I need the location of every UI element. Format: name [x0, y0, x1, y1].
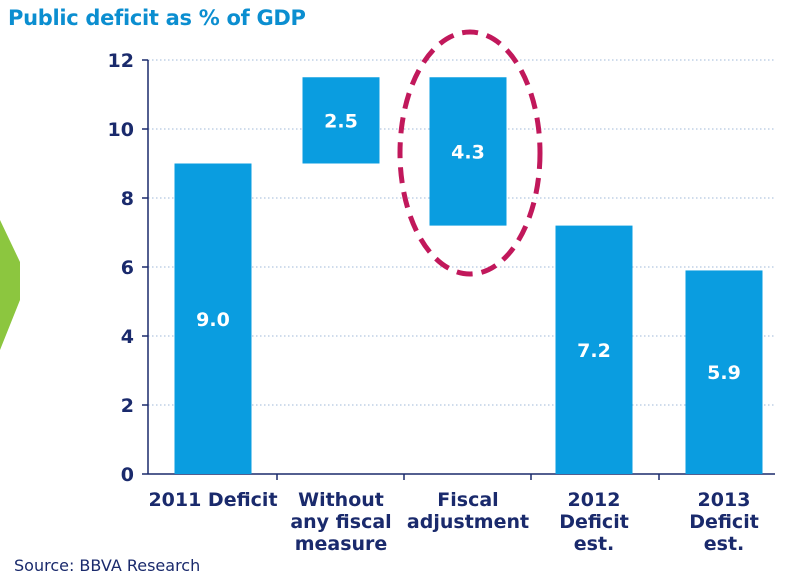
- x-category-label: 2013 Deficit est.: [689, 489, 759, 555]
- y-tick-label: 4: [121, 326, 134, 348]
- bar: [429, 77, 507, 226]
- y-tick-label: 12: [108, 50, 134, 72]
- y-tick-label: 6: [121, 257, 134, 279]
- bar-value-label: 7.2: [577, 340, 611, 362]
- x-category-label: Without any fiscal measure: [290, 489, 391, 555]
- bar-value-label: 9.0: [196, 309, 230, 331]
- x-category-label: 2011 Deficit: [148, 489, 277, 511]
- source-note: Source: BBVA Research: [14, 556, 201, 575]
- y-tick-label: 0: [121, 464, 134, 486]
- bar: [302, 77, 380, 164]
- bar-value-label: 5.9: [707, 362, 741, 384]
- highlight-ellipse: [397, 29, 543, 277]
- bar: [174, 163, 252, 474]
- y-tick-label: 8: [121, 188, 134, 210]
- bar: [685, 270, 763, 474]
- y-tick-label: 10: [108, 119, 134, 141]
- x-category-label: Fiscal adjustment: [407, 489, 529, 533]
- chart-title: Public deficit as % of GDP: [8, 6, 306, 30]
- bar-value-label: 2.5: [324, 110, 358, 132]
- bar: [555, 225, 633, 474]
- y-tick-label: 2: [121, 395, 134, 417]
- bar-value-label: 4.3: [451, 141, 485, 163]
- arrow-chevron-icon: [0, 220, 20, 350]
- x-category-label: 2012 Deficit est.: [559, 489, 629, 555]
